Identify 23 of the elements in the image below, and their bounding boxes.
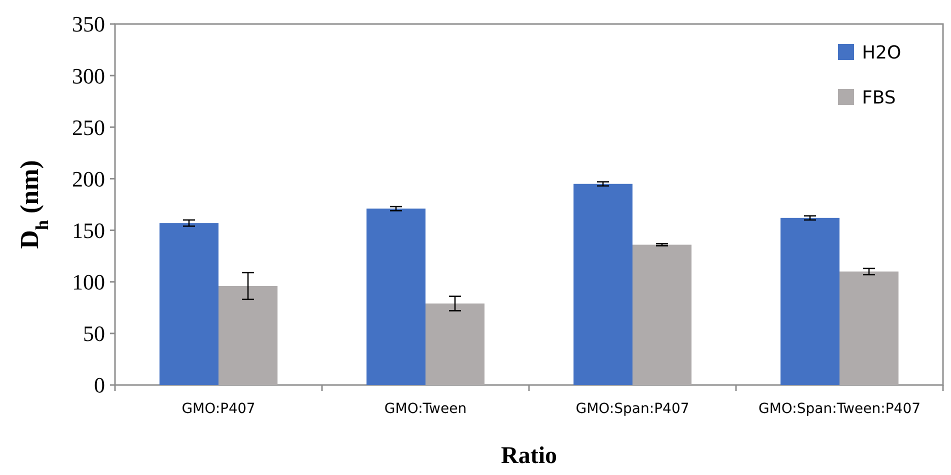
- legend-label: FBS: [862, 87, 896, 108]
- bar: [366, 208, 426, 385]
- bar: [574, 184, 632, 385]
- x-tick-label: GMO:Span:Tween:P407: [758, 401, 921, 417]
- bar: [160, 223, 218, 385]
- legend-label: H2O: [862, 42, 902, 64]
- bar: [840, 272, 898, 385]
- y-tick-label: 300: [72, 63, 105, 88]
- bar: [632, 244, 692, 385]
- x-axis-title: Ratio: [501, 443, 557, 469]
- y-tick-label: 50: [83, 321, 105, 346]
- bar: [426, 304, 484, 385]
- x-tick-label: GMO:Tween: [384, 401, 467, 417]
- bar: [218, 286, 278, 385]
- bar: [780, 218, 840, 385]
- y-tick-label: 350: [72, 12, 105, 37]
- y-tick-label: 250: [72, 114, 105, 140]
- y-tick-label: 100: [72, 270, 105, 295]
- x-tick-label: GMO:P407: [182, 401, 256, 417]
- y-tick-label: 200: [72, 166, 105, 192]
- y-tick-label: 0: [94, 372, 105, 398]
- x-tick-label: GMO:Span:P407: [576, 401, 690, 417]
- y-tick-label: 150: [72, 218, 105, 243]
